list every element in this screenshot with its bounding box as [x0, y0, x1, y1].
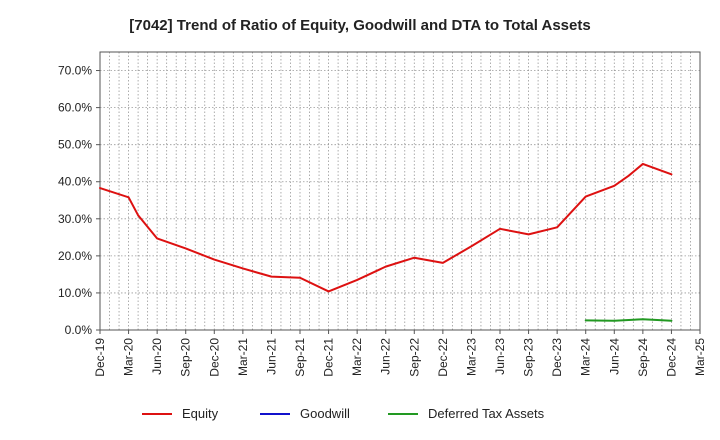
x-tick-label: Sep-22 [407, 338, 421, 377]
x-tick-label: Jun-21 [264, 338, 278, 375]
x-tick-label: Mar-22 [350, 338, 364, 376]
legend-label-equity: Equity [182, 406, 219, 421]
series-line-equity [99, 162, 673, 293]
y-tick-label: 20.0% [58, 249, 92, 263]
series-lines [99, 162, 673, 322]
grid [100, 52, 700, 330]
y-tick-label: 50.0% [58, 138, 92, 152]
x-tick-label: Sep-21 [293, 338, 307, 377]
y-tick-label: 40.0% [58, 175, 92, 189]
x-tick-label: Jun-23 [493, 338, 507, 375]
x-tick-label: Sep-20 [179, 338, 193, 377]
legend-label-deferred-tax-assets: Deferred Tax Assets [428, 406, 545, 421]
axes: 0.0% 10.0% 20.0% 30.0% 40.0% 50.0% 60.0% 70.0% D… [58, 51, 707, 377]
x-tick-label: Mar-23 [464, 338, 478, 376]
x-tick-label: Dec-24 [664, 338, 678, 377]
y-tick-label: 30.0% [58, 212, 92, 226]
x-tick-label: Mar-20 [122, 338, 136, 376]
legend: Equity Goodwill Deferred Tax Assets [142, 406, 545, 421]
x-tick-label: Sep-23 [522, 338, 536, 377]
y-tick-label: 70.0% [58, 64, 92, 78]
x-tick-label: Jun-20 [150, 338, 164, 375]
plot-frame [99, 51, 701, 331]
y-tick-label: 0.0% [65, 323, 93, 337]
x-tick-label: Dec-22 [436, 338, 450, 377]
y-tick-label: 60.0% [58, 101, 92, 115]
y-tick-label: 10.0% [58, 286, 92, 300]
x-tick-label: Sep-24 [636, 338, 650, 377]
x-tick-label: Dec-23 [550, 338, 564, 377]
x-tick-label: Mar-25 [693, 338, 707, 376]
x-tick-label: Mar-21 [236, 338, 250, 376]
legend-label-goodwill: Goodwill [300, 406, 350, 421]
x-tick-label: Jun-24 [607, 338, 621, 375]
x-tick-label: Jun-22 [379, 338, 393, 375]
x-tick-label: Mar-24 [579, 338, 593, 376]
x-tick-label: Dec-19 [93, 338, 107, 377]
x-tick-label: Dec-21 [322, 338, 336, 377]
x-tick-label: Dec-20 [207, 338, 221, 377]
plot-area [100, 52, 700, 330]
chart-title: [7042] Trend of Ratio of Equity, Goodwil… [129, 17, 590, 34]
series-line-deferred-tax-assets [584, 318, 673, 322]
